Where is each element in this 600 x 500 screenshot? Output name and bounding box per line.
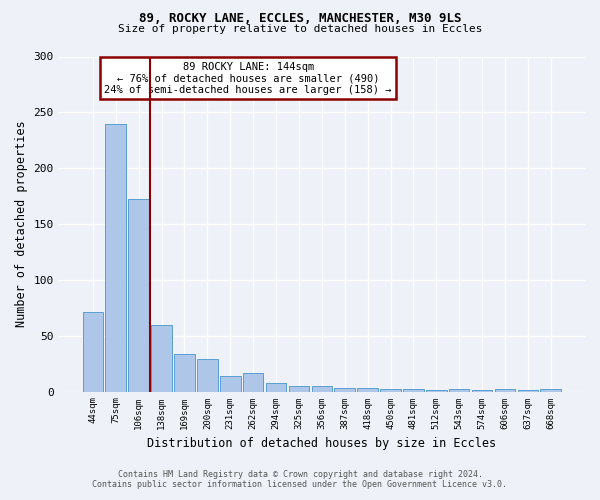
Bar <box>494 390 515 392</box>
Bar <box>334 388 355 392</box>
Bar <box>289 386 309 392</box>
Text: Contains HM Land Registry data © Crown copyright and database right 2024.
Contai: Contains HM Land Registry data © Crown c… <box>92 470 508 489</box>
Bar <box>151 324 172 392</box>
Bar <box>449 390 469 392</box>
Bar <box>472 390 493 392</box>
Bar <box>426 390 446 392</box>
Bar <box>266 382 286 392</box>
Text: 89 ROCKY LANE: 144sqm
← 76% of detached houses are smaller (490)
24% of semi-det: 89 ROCKY LANE: 144sqm ← 76% of detached … <box>104 62 392 94</box>
X-axis label: Distribution of detached houses by size in Eccles: Distribution of detached houses by size … <box>147 437 496 450</box>
Bar <box>311 386 332 392</box>
Text: 89, ROCKY LANE, ECCLES, MANCHESTER, M30 9LS: 89, ROCKY LANE, ECCLES, MANCHESTER, M30 … <box>139 12 461 26</box>
Bar <box>174 354 195 392</box>
Bar <box>518 390 538 392</box>
Bar <box>358 388 378 392</box>
Bar <box>403 390 424 392</box>
Bar <box>380 390 401 392</box>
Bar <box>541 390 561 392</box>
Bar <box>243 372 263 392</box>
Y-axis label: Number of detached properties: Number of detached properties <box>15 120 28 328</box>
Bar <box>197 359 218 392</box>
Bar <box>128 200 149 392</box>
Bar <box>83 312 103 392</box>
Text: Size of property relative to detached houses in Eccles: Size of property relative to detached ho… <box>118 24 482 34</box>
Bar <box>106 124 126 392</box>
Bar <box>220 376 241 392</box>
